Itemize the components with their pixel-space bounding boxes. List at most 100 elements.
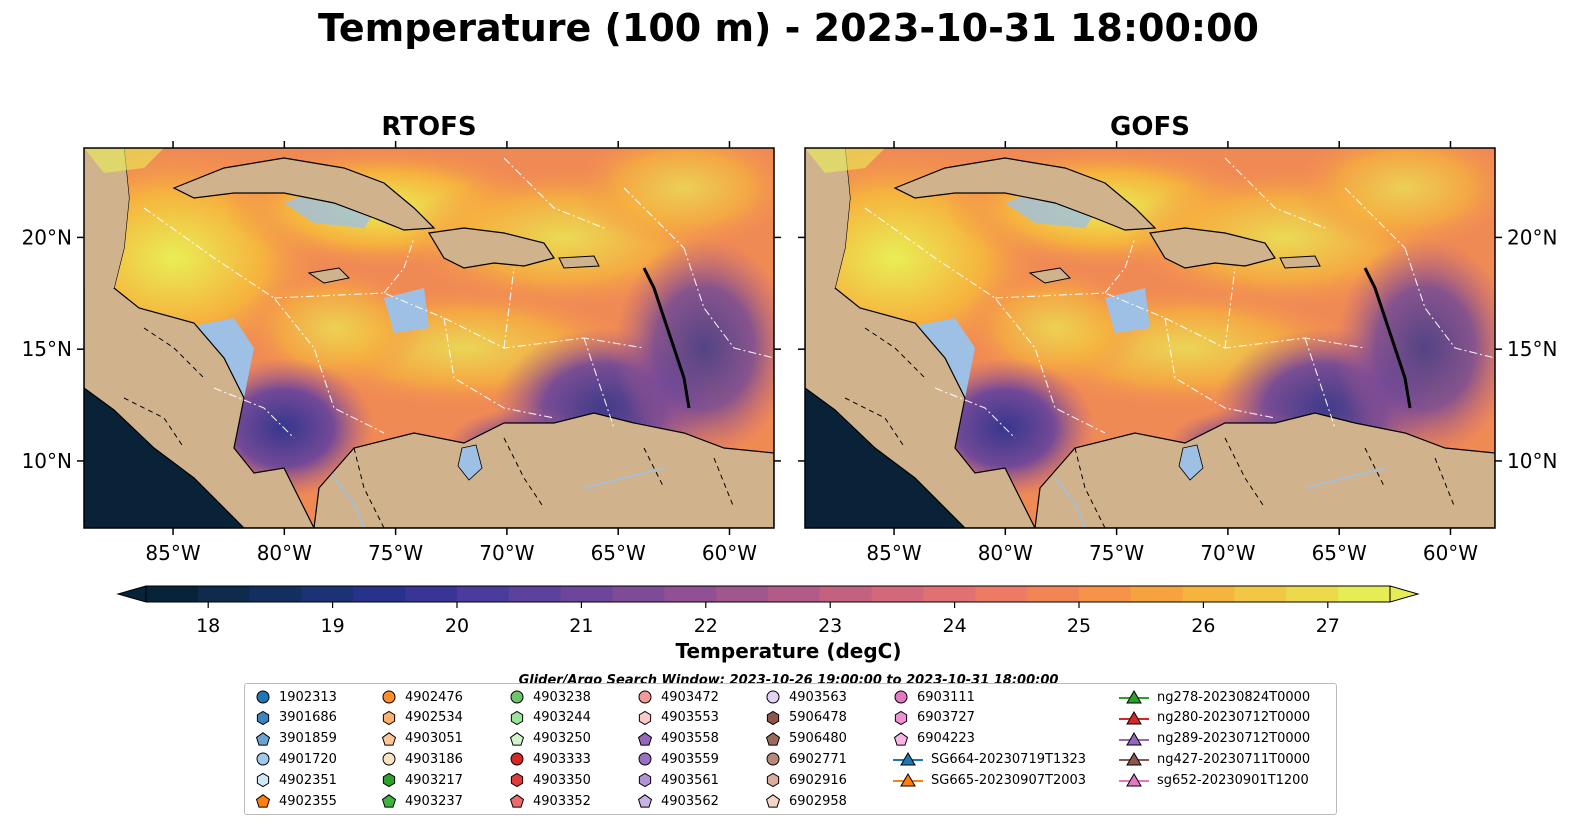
legend-label: SG664-20230719T1323 xyxy=(931,751,1087,767)
circle-marker-icon xyxy=(382,752,396,766)
colorbar-extend-high xyxy=(1389,585,1420,603)
hexagon-marker-icon xyxy=(766,773,780,788)
x-tick-label: 60°W xyxy=(702,541,757,565)
pentagon-marker-icon xyxy=(509,731,525,746)
figure-title: Temperature (100 m) - 2023-10-31 18:00:0… xyxy=(317,6,1259,50)
colorbar-tick-label: 23 xyxy=(818,615,842,637)
colorbar-bin xyxy=(768,586,821,602)
legend-item: 5906480 xyxy=(765,729,847,749)
legend-label: 5906480 xyxy=(789,731,847,747)
triangle-line-marker-icon xyxy=(893,752,923,766)
pentagon-marker-icon xyxy=(381,794,397,808)
legend-item: 6902771 xyxy=(765,749,847,769)
legend-label: ng280-20230712T0000 xyxy=(1157,710,1311,726)
legend-item: 4903333 xyxy=(509,749,591,769)
circle-marker-icon xyxy=(638,690,652,704)
colorbar-bin xyxy=(560,586,614,602)
pentagon-marker-icon xyxy=(509,794,525,808)
pentagon-marker-icon xyxy=(255,794,271,808)
hexagon-marker-icon xyxy=(510,710,524,725)
temperature-field xyxy=(84,148,774,528)
legend-item: ng280-20230712T0000 xyxy=(1119,708,1310,728)
colorbar-bin xyxy=(197,586,251,602)
legend-label: 4903250 xyxy=(533,731,591,747)
x-tick-label: 65°W xyxy=(1312,541,1367,565)
colorbar-bin xyxy=(353,586,406,602)
legend-label: 6902958 xyxy=(789,793,847,809)
hexagon-marker-icon xyxy=(382,710,396,725)
x-tick-label: 85°W xyxy=(866,541,921,565)
x-tick-label: 80°W xyxy=(257,541,312,565)
colorbar-bin xyxy=(975,586,1028,602)
triangle-line-marker-icon xyxy=(893,773,923,787)
legend-label: 4902476 xyxy=(405,689,463,705)
legend-item: 4902534 xyxy=(381,708,463,728)
legend-item: 1902313 xyxy=(255,687,337,707)
legend-item: 4903186 xyxy=(381,749,463,769)
legend-label: sg652-20230901T1200 xyxy=(1157,772,1309,788)
hexagon-marker-icon xyxy=(894,710,908,725)
legend-item: 6903727 xyxy=(893,708,975,728)
hexagon-marker-icon xyxy=(638,710,652,725)
legend-label: 6903111 xyxy=(917,689,975,705)
circle-marker-icon xyxy=(510,690,524,704)
map-panel-gofs: 85°W 80°W 75°W 70°W 65°W 60°W 10°N 15°N 20°N xyxy=(798,141,1557,565)
legend-label: 1902313 xyxy=(279,689,337,705)
pentagon-marker-icon xyxy=(765,731,781,746)
colorbar-bin xyxy=(1338,586,1391,602)
x-tick-label: 75°W xyxy=(1089,541,1144,565)
colorbar-frame xyxy=(145,585,1391,603)
y-tick-label: 20°N xyxy=(22,225,72,249)
legend-item: ng427-20230711T0000 xyxy=(1119,749,1310,769)
legend-label: SG665-20230907T2003 xyxy=(931,772,1087,788)
colorbar-bin xyxy=(1286,586,1339,602)
hexagon-marker-icon xyxy=(638,773,652,788)
colorbar-tick-label: 18 xyxy=(196,615,220,637)
legend-label: 4903558 xyxy=(661,731,719,747)
colorbar-tick-label: 26 xyxy=(1191,615,1215,637)
hexagon-marker-icon xyxy=(510,773,524,788)
triangle-line-marker-icon xyxy=(1119,731,1149,746)
colorbar-bin xyxy=(457,586,510,602)
legend-item: 4902476 xyxy=(381,687,463,707)
legend-item: 4901720 xyxy=(255,749,337,769)
legend-label: 6902916 xyxy=(789,772,847,788)
circle-marker-icon xyxy=(256,690,270,704)
pentagon-marker-icon xyxy=(255,731,271,746)
legend-item: 4903562 xyxy=(637,791,719,811)
colorbar-extend-low xyxy=(116,585,147,603)
triangle-line-marker-icon xyxy=(1119,752,1149,766)
legend-item: 4903244 xyxy=(509,708,591,728)
legend-item: 4903051 xyxy=(381,729,463,749)
triangle-line-marker-icon xyxy=(1119,690,1149,704)
legend-label: 6904223 xyxy=(917,731,975,747)
colorbar-bin xyxy=(1130,586,1184,602)
colorbar-tick-label: 25 xyxy=(1067,615,1091,637)
legend-label: 5906478 xyxy=(789,710,847,726)
legend-label: 4903217 xyxy=(405,772,463,788)
legend-label: 4903333 xyxy=(533,751,591,767)
colorbar-bin xyxy=(301,586,354,602)
legend-label: 4902355 xyxy=(279,793,337,809)
legend-label: 4903352 xyxy=(533,793,591,809)
pentagon-marker-icon xyxy=(637,794,653,808)
legend-item: 4903561 xyxy=(637,770,719,790)
colorbar-tick-label: 21 xyxy=(569,615,593,637)
legend-item: 5906478 xyxy=(765,708,847,728)
legend-label: 4903051 xyxy=(405,731,463,747)
legend-label: 4903563 xyxy=(789,689,847,705)
colorbar-bin xyxy=(1079,586,1132,602)
circle-marker-icon xyxy=(256,752,270,766)
circle-marker-icon xyxy=(638,752,652,766)
circle-marker-icon xyxy=(382,690,396,704)
map-frame xyxy=(804,147,1496,529)
x-tick-label: 85°W xyxy=(145,541,200,565)
colorbar-bin xyxy=(612,586,665,602)
legend-item: 4903352 xyxy=(509,791,591,811)
legend-label: 4903350 xyxy=(533,772,591,788)
y-tick-label: 20°N xyxy=(1507,225,1557,249)
legend-label: 4903559 xyxy=(661,751,719,767)
colorbar-bin xyxy=(405,586,458,602)
panel-title-gofs: GOFS xyxy=(1110,112,1190,142)
